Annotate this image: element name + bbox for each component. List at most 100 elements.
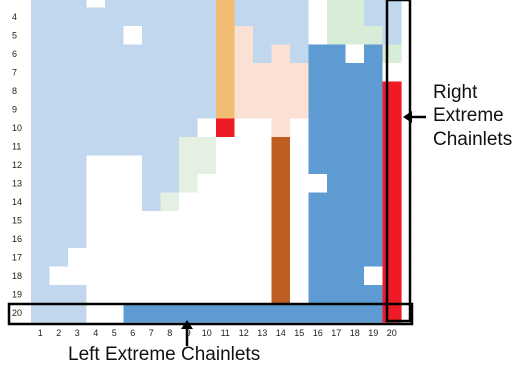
matrix-cell: [383, 211, 402, 230]
matrix-cell: [383, 304, 402, 323]
matrix-cell: [68, 211, 87, 230]
matrix-cell: [327, 156, 346, 175]
matrix-cell: [253, 174, 272, 193]
matrix-cell: [327, 193, 346, 212]
matrix-cell: [161, 119, 180, 138]
row-label: 20: [12, 308, 22, 318]
row-label: 18: [12, 271, 22, 281]
matrix-cell: [309, 0, 328, 8]
matrix-cell: [364, 156, 383, 175]
matrix-cell: [272, 304, 291, 323]
matrix-cell: [309, 82, 328, 101]
matrix-cell: [31, 26, 50, 45]
matrix-cell: [124, 119, 143, 138]
matrix-cell: [346, 248, 365, 267]
matrix-cell: [161, 45, 180, 64]
matrix-cell: [142, 174, 161, 193]
matrix-cell: [68, 63, 87, 82]
matrix-cell: [346, 156, 365, 175]
matrix-cell: [309, 8, 328, 27]
matrix-cell: [364, 248, 383, 267]
matrix-cell: [68, 304, 87, 323]
matrix-cell: [68, 0, 87, 8]
matrix-cell: [161, 100, 180, 119]
matrix-cell: [50, 174, 69, 193]
matrix-cell: [309, 119, 328, 138]
matrix-cell: [142, 8, 161, 27]
matrix-cell: [290, 248, 309, 267]
row-label: 8: [12, 86, 17, 96]
matrix-cell: [364, 304, 383, 323]
matrix-cell: [198, 211, 217, 230]
matrix-cell: [50, 211, 69, 230]
matrix-cell: [50, 193, 69, 212]
matrix-cell: [290, 193, 309, 212]
matrix-cell: [364, 0, 383, 8]
matrix-cell: [161, 211, 180, 230]
row-label: 19: [12, 289, 22, 299]
column-label: 20: [387, 328, 397, 338]
matrix-cell: [346, 267, 365, 286]
matrix-cell: [68, 174, 87, 193]
column-label: 15: [294, 328, 304, 338]
matrix-cell: [235, 63, 254, 82]
matrix-cell: [142, 248, 161, 267]
row-label: 9: [12, 104, 17, 114]
matrix-cell: [179, 26, 198, 45]
matrix-cell: [31, 267, 50, 286]
matrix-cell: [179, 137, 198, 156]
matrix-cell: [253, 119, 272, 138]
matrix-cell: [346, 82, 365, 101]
column-label: 1: [38, 328, 43, 338]
matrix-cell: [87, 230, 106, 249]
matrix-cell: [142, 267, 161, 286]
matrix-cell: [198, 63, 217, 82]
matrix-cell: [309, 304, 328, 323]
matrix-cell: [235, 174, 254, 193]
matrix-cell: [216, 82, 235, 101]
matrix-cell: [105, 8, 124, 27]
matrix-cell: [87, 156, 106, 175]
matrix-cell: [327, 174, 346, 193]
matrix-cell: [198, 304, 217, 323]
matrix-cell: [309, 193, 328, 212]
matrix-cell: [364, 82, 383, 101]
matrix-cell: [87, 100, 106, 119]
matrix-cell: [346, 193, 365, 212]
matrix-cell: [198, 8, 217, 27]
matrix-cell: [290, 119, 309, 138]
matrix-cell: [309, 267, 328, 286]
row-label: 6: [12, 49, 17, 59]
matrix-cell: [161, 137, 180, 156]
matrix-cell: [161, 82, 180, 101]
matrix-cell: [253, 230, 272, 249]
matrix-cell: [272, 174, 291, 193]
matrix-cell: [383, 285, 402, 304]
matrix-cell: [105, 285, 124, 304]
matrix-cell: [105, 304, 124, 323]
matrix-cell: [179, 100, 198, 119]
matrix-cell: [87, 304, 106, 323]
matrix-cell: [364, 119, 383, 138]
matrix-cell: [290, 174, 309, 193]
matrix-cell: [216, 285, 235, 304]
matrix-cell: [68, 267, 87, 286]
matrix-cell: [253, 156, 272, 175]
matrix-cell: [161, 26, 180, 45]
matrix-cell: [124, 63, 143, 82]
column-label: 10: [202, 328, 212, 338]
matrix-cell: [142, 82, 161, 101]
column-label: 7: [149, 328, 154, 338]
matrix-cell: [327, 119, 346, 138]
matrix-cell: [235, 82, 254, 101]
matrix-cell: [124, 8, 143, 27]
matrix-cell: [179, 174, 198, 193]
matrix-cell: [327, 63, 346, 82]
row-label: 4: [12, 12, 17, 22]
matrix-cell: [179, 45, 198, 64]
matrix-cell: [50, 8, 69, 27]
matrix-cell: [179, 304, 198, 323]
matrix-cell: [253, 100, 272, 119]
matrix-cell: [198, 119, 217, 138]
matrix-cell: [198, 230, 217, 249]
